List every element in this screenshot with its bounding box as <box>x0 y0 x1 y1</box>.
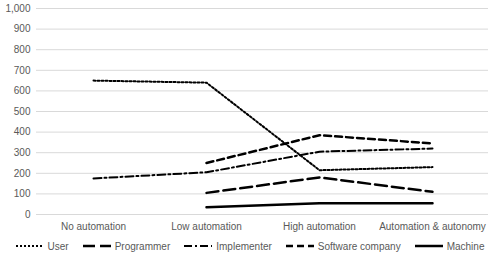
svg-text:100: 100 <box>14 188 31 199</box>
svg-text:600: 600 <box>14 85 31 96</box>
svg-text:Automation & autonomy: Automation & autonomy <box>379 221 486 232</box>
svg-text:500: 500 <box>14 106 31 117</box>
html-text:User: User <box>47 240 69 252</box>
svg-text:200: 200 <box>14 168 31 179</box>
svg-text:1,000: 1,000 <box>5 3 30 14</box>
svg-text:400: 400 <box>14 126 31 137</box>
svg-text:No automation: No automation <box>61 221 126 232</box>
html-text:Implementer: Implementer <box>216 240 272 252</box>
svg-text:0: 0 <box>25 209 31 220</box>
svg-text:700: 700 <box>14 65 31 76</box>
svg-text:Low automation: Low automation <box>171 221 242 232</box>
html-text:Machine: Machine <box>446 240 485 252</box>
svg-text:900: 900 <box>14 23 31 34</box>
html-text:Software company: Software company <box>317 240 401 252</box>
svg-text:300: 300 <box>14 147 31 158</box>
svg-text:800: 800 <box>14 44 31 55</box>
svg-text:High automation: High automation <box>283 221 356 232</box>
html-text:Programmer: Programmer <box>114 240 171 252</box>
